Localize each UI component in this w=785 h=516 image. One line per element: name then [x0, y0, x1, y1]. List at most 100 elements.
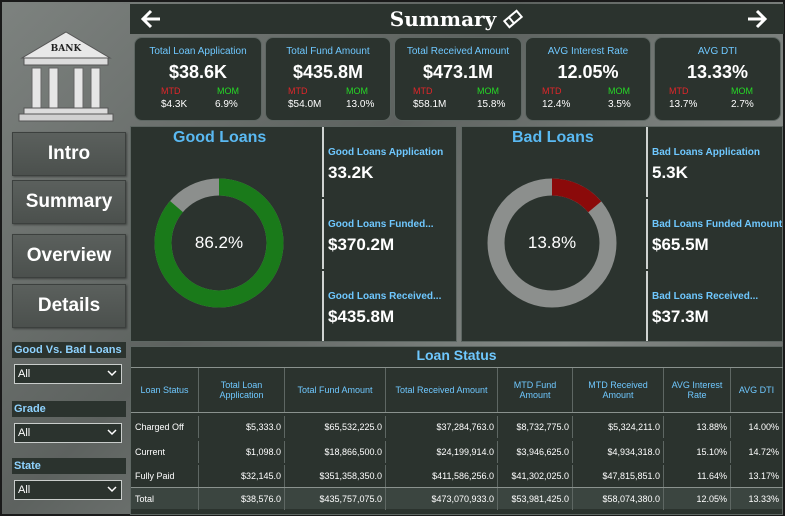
nav-summary-label: Summary	[25, 191, 113, 212]
table-cell: $411,586,256.0	[386, 465, 498, 487]
bad-loans-kpi-funded: Bad Loans Funded Amount $65.5M	[646, 199, 782, 269]
column-header[interactable]: Loan Status	[131, 368, 199, 412]
kpi-mtd-value: 12.4%	[542, 99, 571, 110]
column-header[interactable]: MTD Received Amount	[573, 368, 664, 412]
good-loans-kpi-value: $435.8M	[328, 307, 395, 326]
kpi-card-avg-interest-rate: AVG Interest Rate 12.05% MTD MOM 12.4% 3…	[525, 37, 651, 121]
table-cell: $32,145.0	[199, 465, 285, 487]
kpi-value: $38.6K	[168, 62, 228, 82]
bad-loans-kpi-value: $37.3M	[652, 307, 709, 326]
kpi-mtd-value: $58.1M	[413, 99, 447, 110]
filter-select-grade[interactable]: All	[14, 423, 122, 443]
title-wrap: Summary	[130, 4, 784, 34]
bank-logo: BANK	[16, 28, 116, 124]
table-cell: Fully Paid	[131, 465, 199, 487]
kpi-mtd-label: MTD	[669, 86, 689, 96]
column-header[interactable]: AVG Interest Rate	[664, 368, 731, 412]
column-header[interactable]: AVG DTI	[731, 368, 783, 412]
sidebar: BANK Intro Summary Overview Details Good…	[4, 4, 128, 516]
kpi-value: 13.33%	[686, 62, 749, 82]
bad-loans-kpi-received: Bad Loans Received... $37.3M	[646, 271, 780, 341]
column-header[interactable]: Total Fund Amount	[285, 368, 386, 412]
good-loans-kpi-title: Good Loans Received...	[328, 291, 442, 302]
bad-loans-donut-arc	[487, 178, 617, 308]
kpi-title: Total Received Amount	[406, 46, 510, 57]
table-cell: $8,732,775.0	[498, 416, 573, 438]
good-loans-percent: 86.2%	[194, 233, 244, 252]
good-loans-panel: Good Loans 86.2% Good Loans Application …	[130, 126, 457, 342]
table-row: Charged Off $5,333.0 $65,532,225.0 $37,2…	[131, 416, 783, 438]
bad-loans-kpi-value: $65.5M	[652, 235, 709, 254]
table-cell: $37,284,763.0	[386, 416, 498, 438]
kpi-title: Total Loan Application	[149, 46, 247, 57]
table-cell: $65,532,225.0	[285, 416, 386, 438]
table-cell: 14.00%	[731, 416, 783, 438]
kpi-card-total-fund-amount: Total Fund Amount $435.8M MTD MOM $54.0M…	[265, 37, 391, 121]
nav-intro-button[interactable]: Intro	[12, 132, 126, 176]
table-cell: 11.64%	[664, 465, 731, 487]
kpi-mom-value: 13.0%	[346, 99, 375, 110]
arrow-left-icon[interactable]	[140, 9, 162, 29]
table-cell: Charged Off	[131, 416, 199, 438]
table-row: Current $1,098.0 $18,866,500.0 $24,199,9…	[131, 441, 783, 463]
table-total-row: Total $38,576.0 $435,757,075.0 $473,070,…	[131, 487, 783, 510]
chevron-down-icon	[107, 486, 117, 493]
nav-details-label: Details	[37, 295, 101, 316]
kpi-mtd-label: MTD	[161, 86, 181, 96]
kpi-mom-label: MOM	[608, 86, 630, 96]
filter-select-state[interactable]: All	[14, 480, 122, 500]
loan-status-table: Loan Status Loan Status Total Loan Appli…	[130, 346, 783, 515]
table-cell: $53,981,425.0	[498, 488, 573, 510]
kpi-value: 12.05%	[557, 62, 619, 82]
bank-logo-text: BANK	[50, 44, 82, 54]
good-loans-donut-arc	[154, 178, 284, 308]
table-cell: $3,946,625.0	[498, 441, 573, 463]
table-cell: 13.88%	[664, 416, 731, 438]
table-cell: $58,074,380.0	[573, 488, 664, 510]
kpi-mtd-label: MTD	[413, 86, 433, 96]
table-cell: $5,333.0	[199, 416, 285, 438]
filter-value-state: All	[18, 484, 31, 496]
filter-select-good-bad[interactable]: All	[14, 364, 122, 384]
kpi-card-avg-dti: AVG DTI 13.33% MTD MOM 13.7% 2.7%	[654, 37, 781, 121]
kpi-mom-value: 3.5%	[608, 99, 631, 110]
table-cell: 15.10%	[664, 441, 731, 463]
page-title: Summary	[389, 7, 497, 31]
table-cell: Current	[131, 441, 199, 463]
kpi-title: AVG Interest Rate	[547, 46, 629, 57]
good-loans-kpi-application: Good Loans Application 33.2K	[322, 127, 456, 197]
chevron-down-icon	[107, 429, 117, 436]
arrow-right-icon[interactable]	[746, 9, 768, 29]
eraser-icon[interactable]	[502, 9, 524, 29]
good-loans-kpi-title: Good Loans Funded...	[328, 219, 434, 230]
kpi-card-total-received-amount: Total Received Amount $473.1M MTD MOM $5…	[394, 37, 522, 121]
filter-label-state: State	[12, 458, 126, 474]
header-bar: Summary	[130, 4, 784, 34]
filter-value-grade: All	[18, 427, 31, 439]
column-header[interactable]: MTD Fund Amount	[498, 368, 573, 412]
table-row: Fully Paid $32,145.0 $351,358,350.0 $411…	[131, 465, 783, 487]
good-loans-kpi-value: $370.2M	[328, 235, 395, 254]
good-loans-kpi-value: 33.2K	[328, 163, 374, 182]
table-cell: $4,934,318.0	[573, 441, 664, 463]
bad-loans-title: Bad Loans	[512, 129, 594, 146]
kpi-mom-label: MOM	[477, 86, 499, 96]
column-header[interactable]: Total Received Amount	[386, 368, 498, 412]
kpi-mtd-label: MTD	[542, 86, 562, 96]
bad-loans-panel: Bad Loans 13.8% Bad Loans Application 5.…	[461, 126, 783, 342]
table-cell: 13.17%	[731, 465, 783, 487]
kpi-value: $435.8M	[292, 62, 364, 82]
kpi-mom-value: 6.9%	[215, 99, 238, 110]
nav-summary-button[interactable]: Summary	[12, 180, 126, 224]
filter-value-good-bad: All	[18, 368, 31, 380]
kpi-mom-label: MOM	[731, 86, 753, 96]
kpi-title: Total Fund Amount	[286, 46, 370, 57]
column-header[interactable]: Total Loan Application	[199, 368, 285, 412]
good-loans-kpi-funded: Good Loans Funded... $370.2M	[322, 199, 456, 269]
nav-details-button[interactable]: Details	[12, 284, 126, 328]
nav-overview-button[interactable]: Overview	[12, 234, 126, 278]
filter-label-grade: Grade	[12, 401, 126, 417]
kpi-card-total-loan-application: Total Loan Application $38.6K MTD MOM $4…	[134, 37, 262, 121]
kpi-mtd-label: MTD	[288, 86, 308, 96]
